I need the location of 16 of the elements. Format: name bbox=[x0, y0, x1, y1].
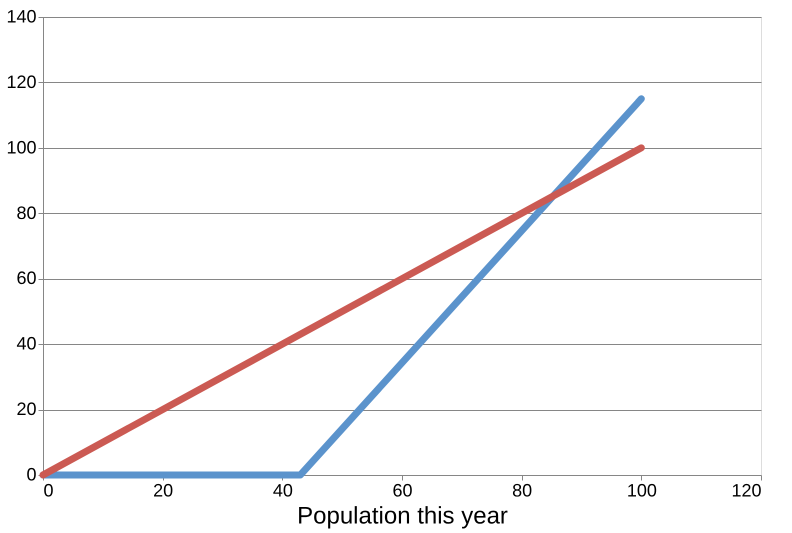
x-tick-label: 120 bbox=[731, 480, 762, 500]
x-tick-label: 100 bbox=[626, 480, 657, 500]
y-tick-label: 0 bbox=[26, 464, 36, 484]
y-tick-label: 120 bbox=[6, 72, 36, 92]
y-tick-label: 60 bbox=[16, 268, 36, 288]
x-tick-label: 20 bbox=[153, 480, 174, 500]
y-tick-label: 140 bbox=[6, 6, 36, 26]
y-tick-label: 40 bbox=[16, 334, 36, 354]
x-tick-label: 80 bbox=[512, 480, 532, 500]
y-tick-label: 100 bbox=[6, 137, 36, 158]
y-tick-label: 20 bbox=[16, 399, 36, 420]
x-tick-label: 60 bbox=[392, 480, 413, 500]
x-tick-label: 40 bbox=[272, 480, 293, 500]
x-axis-title: Population this year bbox=[297, 502, 508, 530]
x-tick-label: 0 bbox=[44, 480, 54, 500]
y-tick-label: 80 bbox=[16, 202, 36, 223]
